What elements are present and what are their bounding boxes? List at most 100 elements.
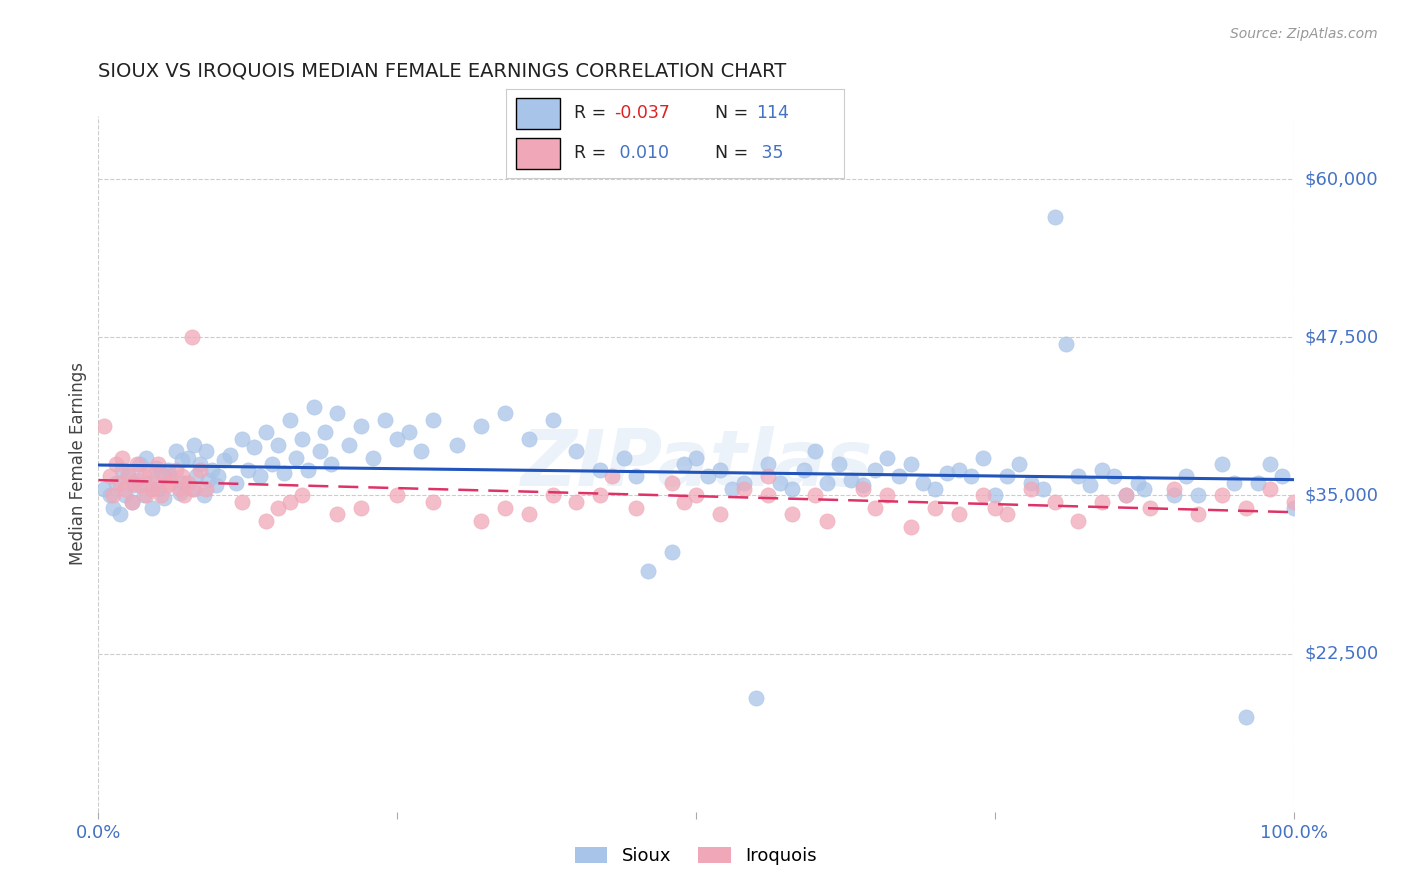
Point <box>135 488 157 502</box>
Point <box>212 453 235 467</box>
Point <box>815 514 838 528</box>
Point <box>231 495 253 509</box>
Point <box>188 463 211 477</box>
Point <box>876 488 898 502</box>
Point <box>173 488 195 502</box>
Point <box>326 508 349 522</box>
Point <box>780 508 803 522</box>
Point <box>924 482 946 496</box>
Point <box>302 400 325 414</box>
Text: $35,000: $35,000 <box>1305 486 1379 505</box>
Point <box>1054 336 1078 351</box>
Point <box>93 482 115 496</box>
Point <box>1271 469 1294 483</box>
Point <box>148 457 170 471</box>
Point <box>225 475 247 490</box>
Point <box>117 466 139 480</box>
Point <box>900 520 922 534</box>
Point <box>1222 475 1246 490</box>
Point <box>1139 501 1161 516</box>
Point <box>852 482 875 496</box>
Point <box>889 469 911 483</box>
Point <box>1032 482 1054 496</box>
Point <box>661 475 683 490</box>
Point <box>121 495 143 509</box>
Point <box>815 475 838 490</box>
FancyBboxPatch shape <box>516 98 560 129</box>
Text: N =: N = <box>716 104 754 122</box>
Point <box>111 450 134 465</box>
Point <box>1163 488 1185 502</box>
Point <box>101 501 124 516</box>
Point <box>1175 469 1198 483</box>
Point <box>129 478 152 492</box>
Point <box>207 469 229 483</box>
Point <box>273 466 295 480</box>
Text: N =: N = <box>716 145 754 162</box>
Point <box>948 463 970 477</box>
Point <box>278 412 301 426</box>
Point <box>1234 501 1257 516</box>
Point <box>959 469 981 483</box>
Point <box>398 425 420 440</box>
Point <box>290 488 312 502</box>
Point <box>114 488 136 502</box>
Point <box>1128 475 1150 490</box>
Point <box>108 508 131 522</box>
FancyBboxPatch shape <box>516 138 560 169</box>
Point <box>315 425 337 440</box>
Point <box>673 495 696 509</box>
Point <box>153 469 176 483</box>
Point <box>297 463 319 477</box>
Point <box>149 466 172 480</box>
Point <box>129 457 152 471</box>
Point <box>1115 488 1137 502</box>
Point <box>852 478 875 492</box>
Point <box>254 425 277 440</box>
Point <box>733 475 755 490</box>
Point <box>972 488 994 502</box>
Point <box>828 457 851 471</box>
Point <box>589 488 612 502</box>
Point <box>186 469 208 483</box>
Point <box>197 473 219 487</box>
Point <box>1067 469 1090 483</box>
Point <box>733 482 755 496</box>
Point <box>350 501 373 516</box>
Point <box>121 495 143 509</box>
Point <box>183 438 205 452</box>
Point <box>494 406 516 420</box>
Point <box>637 565 659 579</box>
Point <box>422 412 444 426</box>
Point <box>193 488 215 502</box>
Text: -0.037: -0.037 <box>614 104 671 122</box>
Point <box>124 475 146 490</box>
Point <box>1282 501 1305 516</box>
Point <box>983 488 1005 502</box>
Point <box>114 482 136 496</box>
Point <box>284 450 307 465</box>
Point <box>948 508 970 522</box>
Point <box>132 488 155 502</box>
Point <box>236 463 259 477</box>
Point <box>1102 469 1125 483</box>
Point <box>267 438 290 452</box>
Point <box>446 438 468 452</box>
Point <box>756 457 779 471</box>
Point <box>173 475 195 490</box>
Point <box>1019 475 1042 490</box>
Point <box>188 457 211 471</box>
Point <box>135 450 157 465</box>
Point <box>204 478 226 492</box>
Point <box>363 450 385 465</box>
Point <box>624 469 647 483</box>
Point <box>1080 478 1102 492</box>
Point <box>321 457 343 471</box>
Point <box>165 463 187 477</box>
Point <box>194 444 217 458</box>
Point <box>308 444 330 458</box>
Text: $22,500: $22,500 <box>1305 645 1379 663</box>
Point <box>613 450 636 465</box>
Point <box>768 475 790 490</box>
Point <box>685 488 707 502</box>
